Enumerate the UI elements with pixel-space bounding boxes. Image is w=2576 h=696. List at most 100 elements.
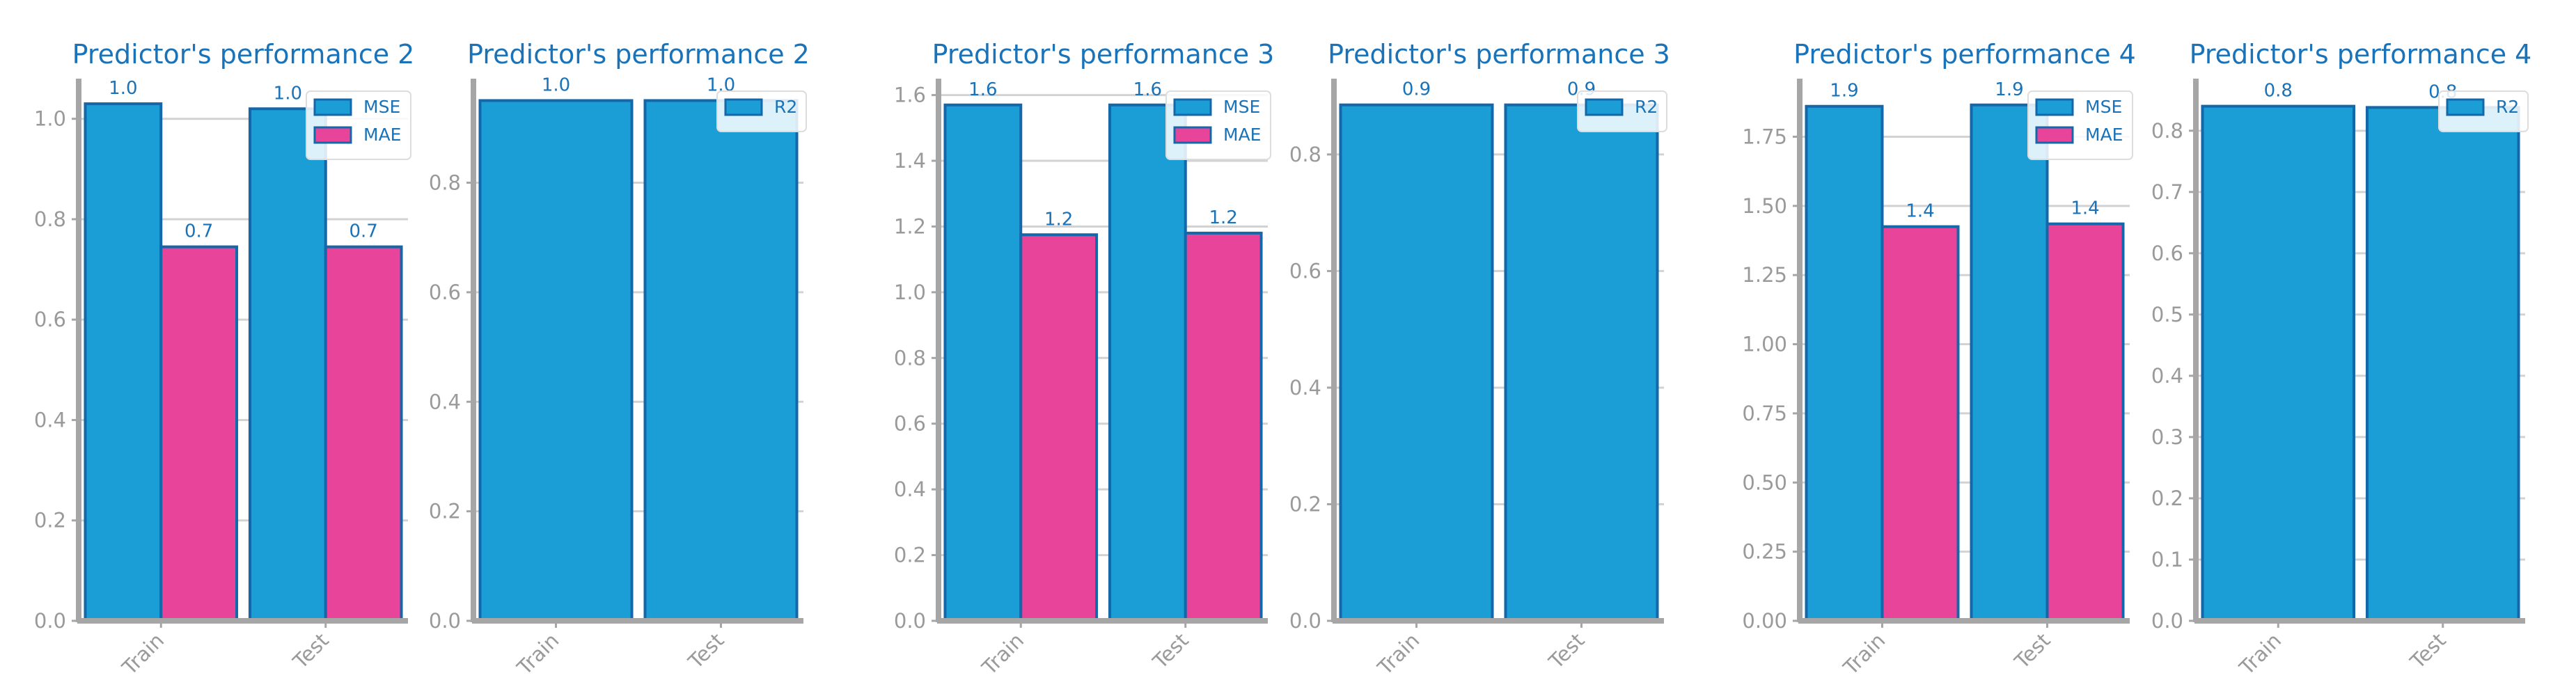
data-label: 1.2 [1209, 207, 1237, 228]
y-tick-label: 0.4 [894, 477, 926, 501]
data-label: 1.9 [1995, 79, 2023, 100]
legend-swatch-r2 [724, 98, 763, 116]
legend-label-r2: R2 [1635, 97, 1658, 117]
y-tick-label: 1.4 [894, 149, 926, 173]
y-tick-label: 1.0 [894, 280, 926, 304]
y-tick-label: 0.0 [894, 609, 926, 633]
bar-r2-test [1504, 103, 1659, 622]
y-tick-label: 0.7 [2151, 180, 2183, 204]
y-tick-label: 1.2 [894, 214, 926, 238]
legend: MSE MAE [1165, 90, 1271, 160]
y-tick-label: 0.5 [2151, 303, 2183, 326]
y-tick-label: 0.8 [34, 207, 66, 231]
data-label: 0.7 [349, 221, 377, 242]
chart-title: Predictor's performance 3 [932, 39, 1275, 70]
y-tick-label: 0.2 [2151, 487, 2183, 510]
bar-mae-train [1880, 225, 1960, 622]
legend-swatch-mse [2035, 98, 2074, 116]
x-tick-label: Train [1838, 628, 1890, 680]
legend-label-mse: MSE [2085, 97, 2122, 117]
y-tick-label: 0.8 [894, 346, 926, 370]
y-tick-label: 1.0 [34, 107, 66, 131]
y-tick-label: 0.4 [429, 390, 461, 413]
chart-panel-1: Predictor's performance 2 0.0 0.2 0.4 0.6 0.8… [34, 39, 414, 680]
x-tick-label: Test [683, 628, 728, 674]
x-tick-label: Train [2234, 628, 2286, 680]
bar-mse-test [248, 107, 327, 622]
bar-mae-train [1019, 233, 1099, 622]
x-tick-label: Test [1544, 628, 1589, 674]
legend-label-mae: MAE [2085, 125, 2123, 145]
x-tick-label: Test [2405, 628, 2451, 674]
y-tick-label: 0.2 [894, 544, 926, 567]
y-tick-label: 0.6 [1289, 259, 1321, 283]
legend-label-mse: MSE [363, 97, 400, 117]
y-tick-label: 0.2 [429, 500, 461, 523]
bar-mse-test [1108, 103, 1187, 622]
y-tick-label: 0.0 [429, 609, 461, 633]
chart-panel-2: Predictor's performance 2 0.0 0.2 0.4 0.6 0.8… [429, 39, 810, 680]
y-tick-label: 1.75 [1742, 125, 1787, 148]
y-tick-label: 0.50 [1742, 470, 1787, 494]
y-tick-label: 1.00 [1742, 333, 1787, 356]
chart-panel-4: Predictor's performance 3 0.0 0.2 0.4 0.6 0.8… [1289, 39, 1670, 680]
bar-r2-test [2365, 106, 2520, 623]
bar-r2-test [643, 99, 799, 623]
data-label: 1.4 [1906, 201, 1934, 222]
y-tick-label: 0.4 [2151, 364, 2183, 388]
x-tick-label: Train [512, 628, 563, 680]
x-tick-label: Train [117, 628, 168, 680]
data-label: 1.0 [274, 83, 302, 104]
chart-title: Predictor's performance 4 [2190, 39, 2532, 70]
y-tick-label: 0.6 [2151, 242, 2183, 265]
chart-panel-3: Predictor's performance 3 0.0 0.2 0.4 0.6 0.8… [894, 39, 1274, 680]
legend-label-mse: MSE [1223, 97, 1260, 117]
y-tick-label: 1.25 [1742, 263, 1787, 287]
data-label: 1.2 [1044, 209, 1073, 230]
bar-mse-train [943, 103, 1023, 622]
legend-swatch-r2 [2446, 98, 2485, 116]
bar-mse-train [84, 102, 163, 622]
bar-mse-test [1970, 103, 2049, 623]
legend: R2 [716, 90, 807, 132]
legend-swatch-mse [313, 98, 352, 116]
y-tick-label: 0.8 [1289, 143, 1321, 166]
legend: MSE MAE [306, 90, 411, 160]
chart-title: Predictor's performance 4 [1793, 39, 2136, 70]
y-tick-label: 1.6 [894, 84, 926, 107]
data-label: 1.0 [109, 78, 137, 99]
data-label: 0.8 [2264, 81, 2293, 102]
legend: MSE MAE [2027, 90, 2133, 160]
bar-mae-test [1184, 231, 1263, 622]
chart-title: Predictor's performance 2 [72, 39, 415, 70]
y-tick-label: 0.6 [894, 412, 926, 436]
y-tick-label: 0.2 [34, 509, 66, 532]
x-tick-label: Train [977, 628, 1028, 680]
bar-mae-test [2045, 222, 2125, 622]
legend-swatch-mae [1173, 126, 1212, 144]
data-label: 0.9 [1402, 79, 1431, 100]
y-tick-label: 0.3 [2151, 425, 2183, 449]
bar-mae-train [159, 245, 239, 622]
chart-panel-6: Predictor's performance 4 0.0 0.1 0.2 0.3 0.4… [2151, 39, 2531, 680]
chart-title: Predictor's performance 2 [467, 39, 810, 70]
bar-mae-test [324, 245, 403, 622]
y-tick-label: 0.4 [34, 408, 66, 432]
y-tick-label: 0.00 [1742, 609, 1787, 633]
bar-r2-train [1339, 103, 1494, 622]
y-tick-label: 0.25 [1742, 540, 1787, 564]
data-label: 1.9 [1830, 81, 1858, 102]
data-label: 1.0 [542, 74, 570, 95]
x-tick-label: Test [1148, 628, 1193, 674]
bar-r2-train [2201, 104, 2356, 622]
legend-swatch-mae [2035, 126, 2074, 144]
data-label: 1.6 [1133, 79, 1162, 100]
bar-r2-train [478, 99, 634, 623]
legend-label-mae: MAE [1223, 125, 1261, 145]
y-tick-label: 0.4 [1289, 376, 1321, 400]
chart-panel-5: Predictor's performance 4 0.00 0.25 0.50 0.7… [1742, 39, 2135, 680]
y-tick-label: 1.50 [1742, 194, 1787, 218]
legend: R2 [2438, 90, 2529, 132]
y-tick-label: 0.75 [1742, 402, 1787, 425]
